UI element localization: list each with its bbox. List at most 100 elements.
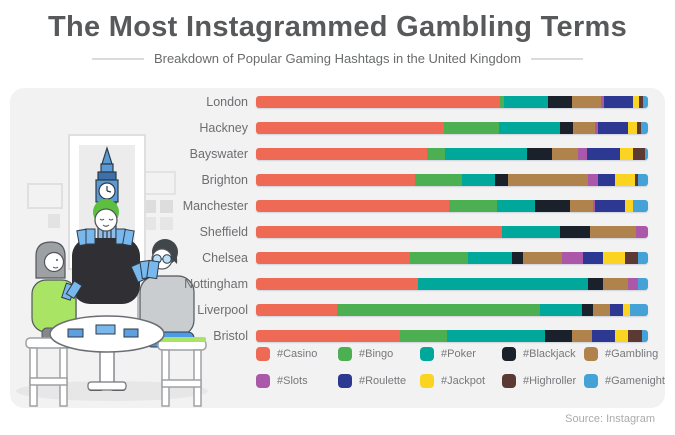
bar-segment-poker [501, 226, 560, 238]
bar-segment-roulette [582, 252, 603, 264]
stacked-bar [256, 174, 648, 186]
bar-segment-roulette [595, 200, 626, 212]
player-right [130, 239, 195, 348]
legend-item: #Bingo [338, 347, 420, 361]
legend-swatch [502, 347, 516, 361]
legend-label: #Poker [441, 348, 476, 360]
stacked-bar [256, 330, 648, 342]
bar-segment-gamenight [642, 96, 648, 108]
page-subtitle: Breakdown of Popular Gaming Hashtags in … [153, 51, 522, 66]
bar-segment-casino [256, 122, 444, 134]
bar-segment-gambling [593, 304, 610, 316]
bar-segment-casino [256, 226, 502, 238]
chart-row: Chelsea [166, 252, 648, 264]
card-table [49, 315, 165, 391]
bar-segment-gambling [551, 148, 578, 160]
bar-segment-jackpot [622, 304, 630, 316]
bar-segment-bingo [415, 174, 462, 186]
stacked-bar [256, 304, 648, 316]
legend-swatch [338, 347, 352, 361]
legend-item: #Blackjack [502, 347, 584, 361]
bar-segment-gambling [571, 330, 592, 342]
bar-segment-casino [256, 278, 418, 290]
legend-label: #Casino [277, 348, 318, 360]
legend-label: #Blackjack [523, 348, 576, 360]
category-label: Bayswater [189, 147, 248, 161]
bar-segment-blackjack [582, 304, 594, 316]
bar-segment-casino [256, 252, 411, 264]
chart-row: Hackney [166, 122, 648, 134]
bar-segment-gamenight [642, 330, 648, 342]
bar-segment-roulette [586, 148, 620, 160]
bar-segment-gamenight [629, 304, 648, 316]
legend-label: #Bingo [359, 348, 394, 360]
legend-label: #Gamenight [605, 375, 665, 387]
chart-panel: London Hackney Bayswater Brighton Manchester… [10, 88, 665, 408]
category-label: Manchester [182, 199, 248, 213]
bar-segment-jackpot [633, 96, 639, 108]
subtitle-rule-right [531, 57, 584, 60]
bar-segment-blackjack [559, 226, 591, 238]
chart-row: Brighton [166, 174, 648, 186]
bar-segment-gambling [507, 174, 588, 186]
bar-segment-casino [256, 304, 338, 316]
stool-right [157, 339, 207, 407]
stacked-bar [256, 200, 648, 212]
chart-row: London [166, 96, 648, 108]
legend-item: #Gamenight [584, 374, 666, 388]
chart-row: Nottingham [166, 278, 648, 290]
bar-segment-poker [503, 96, 548, 108]
bar-segment-blackjack [535, 200, 570, 212]
subtitle-row: Breakdown of Popular Gaming Hashtags in … [0, 51, 675, 66]
bar-segment-casino [256, 330, 400, 342]
stacked-bar [256, 278, 648, 290]
legend-item: #Highroller [502, 374, 584, 388]
bar-segment-gambling [569, 200, 594, 212]
legend-label: #Roulette [359, 375, 407, 387]
bar-segment-gambling [602, 278, 629, 290]
bar-segment-blackjack [494, 174, 508, 186]
legend-item: #Slots [256, 374, 338, 388]
bar-segment-slots [635, 226, 648, 238]
bar-segment-roulette [609, 304, 623, 316]
chart-row: Liverpool [166, 304, 648, 316]
bar-segment-bingo [337, 304, 541, 316]
legend-swatch [584, 374, 598, 388]
bar-segment-roulette [591, 330, 616, 342]
bar-segment-slots [593, 200, 596, 212]
category-label: Chelsea [202, 251, 248, 265]
category-label: London [206, 95, 248, 109]
legend-label: #Slots [277, 375, 308, 387]
category-label: Sheffield [199, 225, 248, 239]
subtitle-rule-left [91, 57, 144, 60]
bar-segment-gambling [590, 226, 636, 238]
bar-segment-slots [628, 278, 639, 290]
bar-segment-gambling [572, 122, 595, 134]
bar-segment-gamenight [637, 174, 648, 186]
bar-segment-highroller [628, 330, 643, 342]
legend-swatch [338, 374, 352, 388]
legend-swatch [256, 347, 270, 361]
bar-segment-gamenight [637, 252, 648, 264]
bar-segment-casino [256, 200, 450, 212]
card-players-illustration [16, 134, 208, 407]
bar-segment-jackpot [615, 330, 628, 342]
legend-item: #Roulette [338, 374, 420, 388]
stacked-bar [256, 252, 648, 264]
legend-item: #Jackpot [420, 374, 502, 388]
player-center [72, 199, 140, 304]
wall-frame-left [27, 183, 63, 209]
legend-item: #Poker [420, 347, 502, 361]
bar-segment-slots [577, 148, 587, 160]
bar-segment-highroller [624, 252, 638, 264]
category-label: Brighton [201, 173, 248, 187]
bar-segment-bingo [410, 252, 469, 264]
bar-segment-poker [444, 148, 527, 160]
bar-segment-bingo [449, 200, 497, 212]
source-credit: Source: Instagram [565, 413, 655, 425]
chart-legend: #Casino #Bingo #Poker #Blackjack #Gambling #S… [256, 347, 666, 388]
bar-segment-jackpot [628, 122, 638, 134]
legend-swatch [584, 347, 598, 361]
bar-segment-gamenight [638, 278, 648, 290]
bar-segment-roulette [597, 174, 615, 186]
